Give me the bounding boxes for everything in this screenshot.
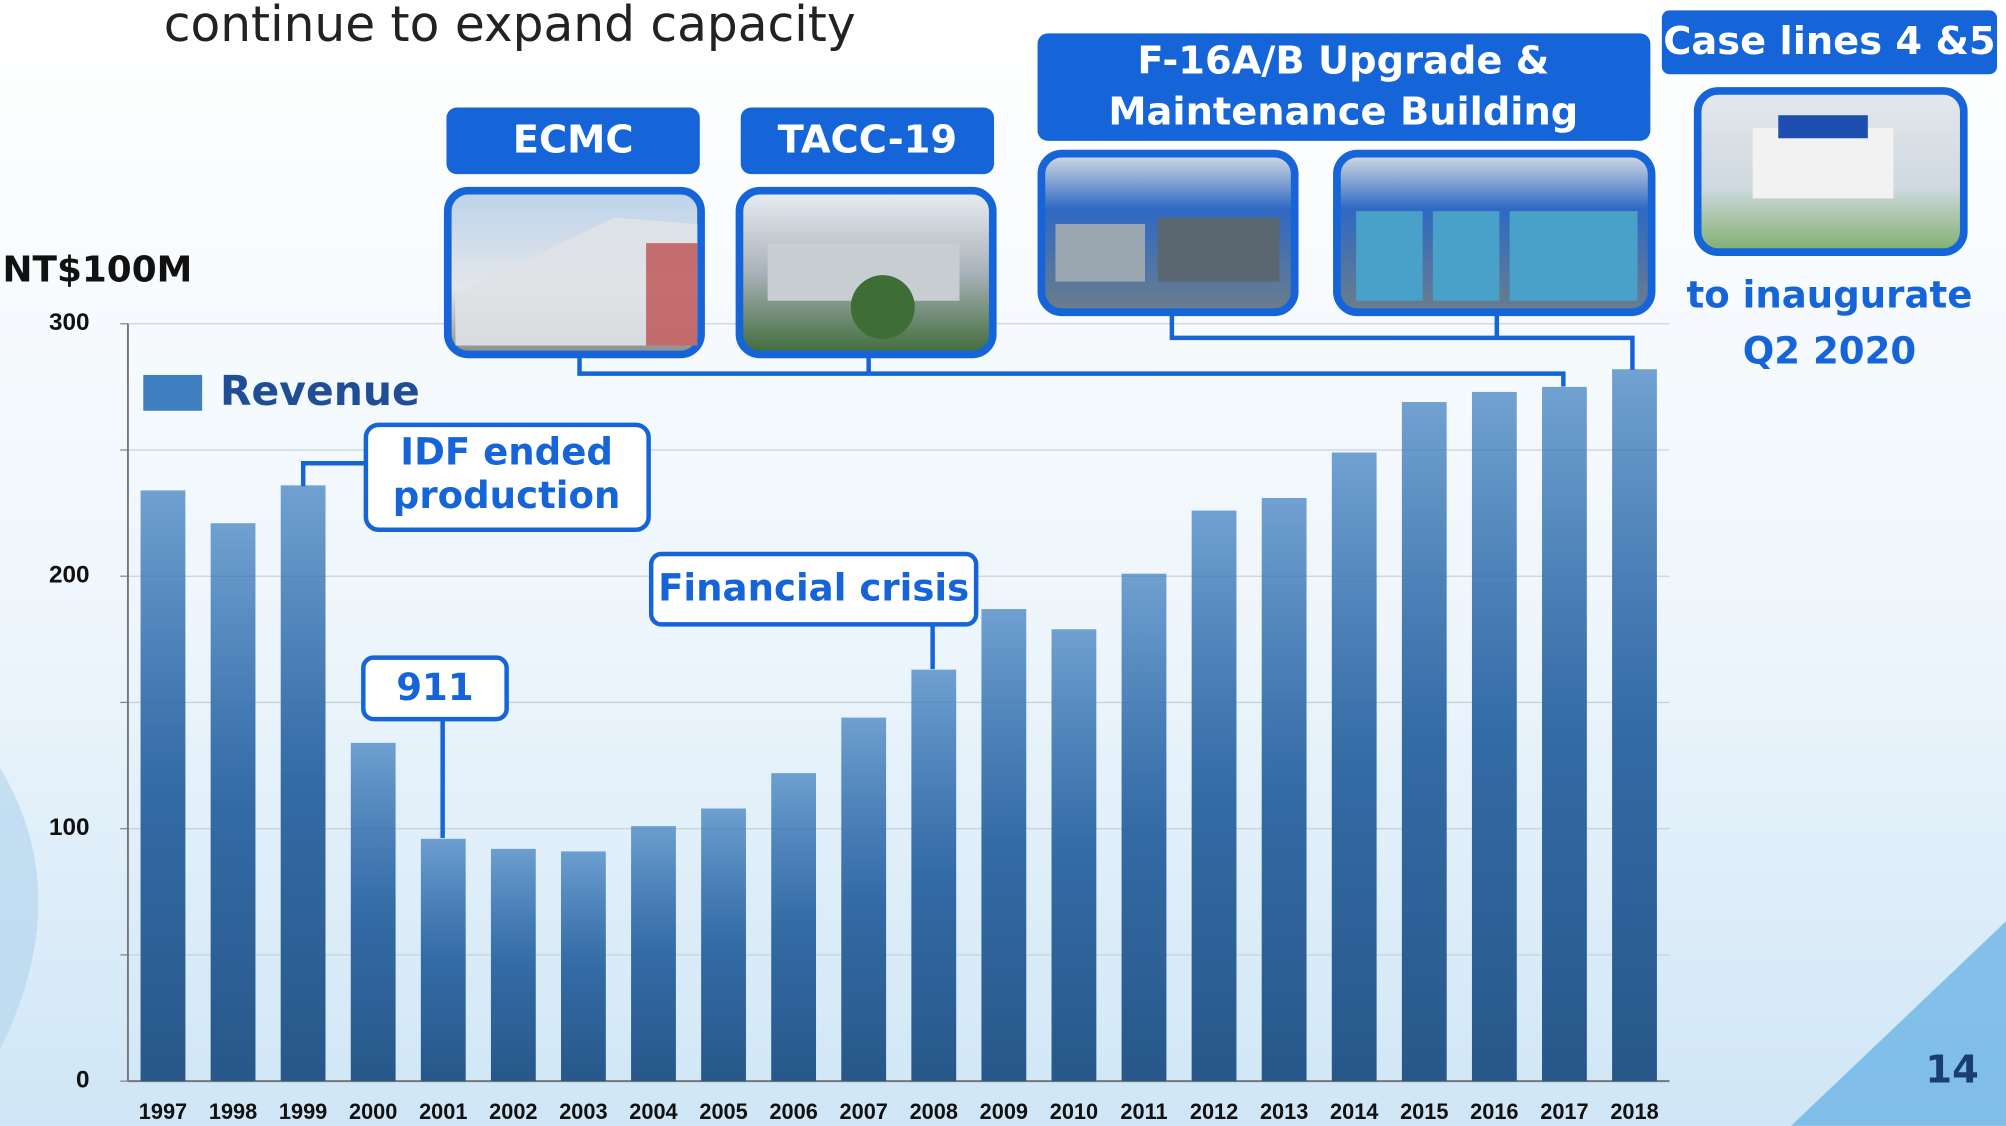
bar	[351, 743, 396, 1081]
photo-label: Maintenance Building	[1108, 89, 1578, 134]
x-tick-label: 1998	[209, 1099, 257, 1124]
bar	[841, 718, 886, 1082]
x-tick-label: 2014	[1330, 1099, 1378, 1124]
x-tick-label: 2018	[1610, 1099, 1658, 1124]
x-tick-label: 2002	[489, 1099, 537, 1124]
bar	[561, 851, 606, 1081]
photo	[1698, 91, 1964, 252]
bar	[141, 490, 186, 1081]
x-tick-label: 2008	[910, 1099, 958, 1124]
bar	[211, 523, 256, 1081]
y-axis-unit: NT$100M	[3, 249, 193, 290]
bar	[981, 609, 1026, 1081]
photo-label: Case lines 4 &5	[1663, 19, 1995, 64]
page: {"chart_data": {"type": "bar", "subtitle…	[0, 0, 2006, 1126]
bar	[911, 670, 956, 1082]
x-tick-label: 2000	[349, 1099, 397, 1124]
photo-label: F-16A/B Upgrade &	[1137, 38, 1549, 83]
x-tick-label: 2001	[419, 1099, 467, 1124]
x-tick-label: 2015	[1400, 1099, 1448, 1124]
x-tick-label: 2016	[1470, 1099, 1518, 1124]
x-tick-label: 2004	[629, 1099, 677, 1124]
photo-label: ECMC	[513, 118, 634, 163]
annotation: production	[393, 474, 621, 517]
x-tick-label: 2003	[559, 1099, 607, 1124]
x-tick-label: 2017	[1540, 1099, 1588, 1124]
bar	[491, 849, 536, 1081]
bar	[1192, 511, 1237, 1082]
bar	[631, 826, 676, 1081]
y-tick-label: 300	[49, 309, 90, 336]
photo	[448, 191, 701, 355]
subtitle: continue to expand capacity	[164, 0, 856, 53]
bar	[1332, 453, 1377, 1082]
x-tick-label: 1999	[279, 1099, 327, 1124]
bar	[771, 773, 816, 1081]
bar	[421, 839, 466, 1081]
x-tick-label: 2006	[769, 1099, 817, 1124]
bar	[1472, 392, 1517, 1081]
bar	[1122, 574, 1167, 1081]
legend-swatch	[143, 375, 202, 411]
x-tick-label: 2013	[1260, 1099, 1308, 1124]
page-number: 14	[1925, 1048, 1978, 1093]
annotation: Q2 2020	[1743, 330, 1917, 373]
bar	[701, 808, 746, 1081]
x-tick-label: 1997	[139, 1099, 187, 1124]
chart: continue to expand capacity NT$100M 14 0…	[0, 0, 2006, 1126]
x-tick-label: 2010	[1050, 1099, 1098, 1124]
photo	[739, 191, 992, 355]
annotation: IDF ended	[400, 431, 613, 474]
photo	[1041, 154, 1294, 313]
y-tick-label: 100	[49, 814, 90, 841]
bar	[281, 485, 326, 1081]
bar	[1402, 402, 1447, 1081]
y-tick-label: 0	[76, 1067, 90, 1094]
annotation: Financial crisis	[658, 566, 969, 609]
x-tick-label: 2009	[980, 1099, 1028, 1124]
x-tick-label: 2007	[840, 1099, 888, 1124]
photo	[1337, 154, 1652, 313]
annotation: 911	[396, 666, 473, 709]
annotation: to inaugurate	[1687, 273, 1973, 316]
bar	[1542, 387, 1587, 1081]
photo-label: TACC-19	[778, 118, 957, 163]
legend-label: Revenue	[220, 367, 420, 415]
x-tick-label: 2005	[699, 1099, 747, 1124]
bar	[1262, 498, 1307, 1081]
x-tick-label: 2011	[1120, 1099, 1167, 1124]
bar	[1612, 369, 1657, 1081]
bar	[1052, 629, 1097, 1081]
x-tick-label: 2012	[1190, 1099, 1238, 1124]
y-tick-label: 200	[49, 562, 90, 589]
